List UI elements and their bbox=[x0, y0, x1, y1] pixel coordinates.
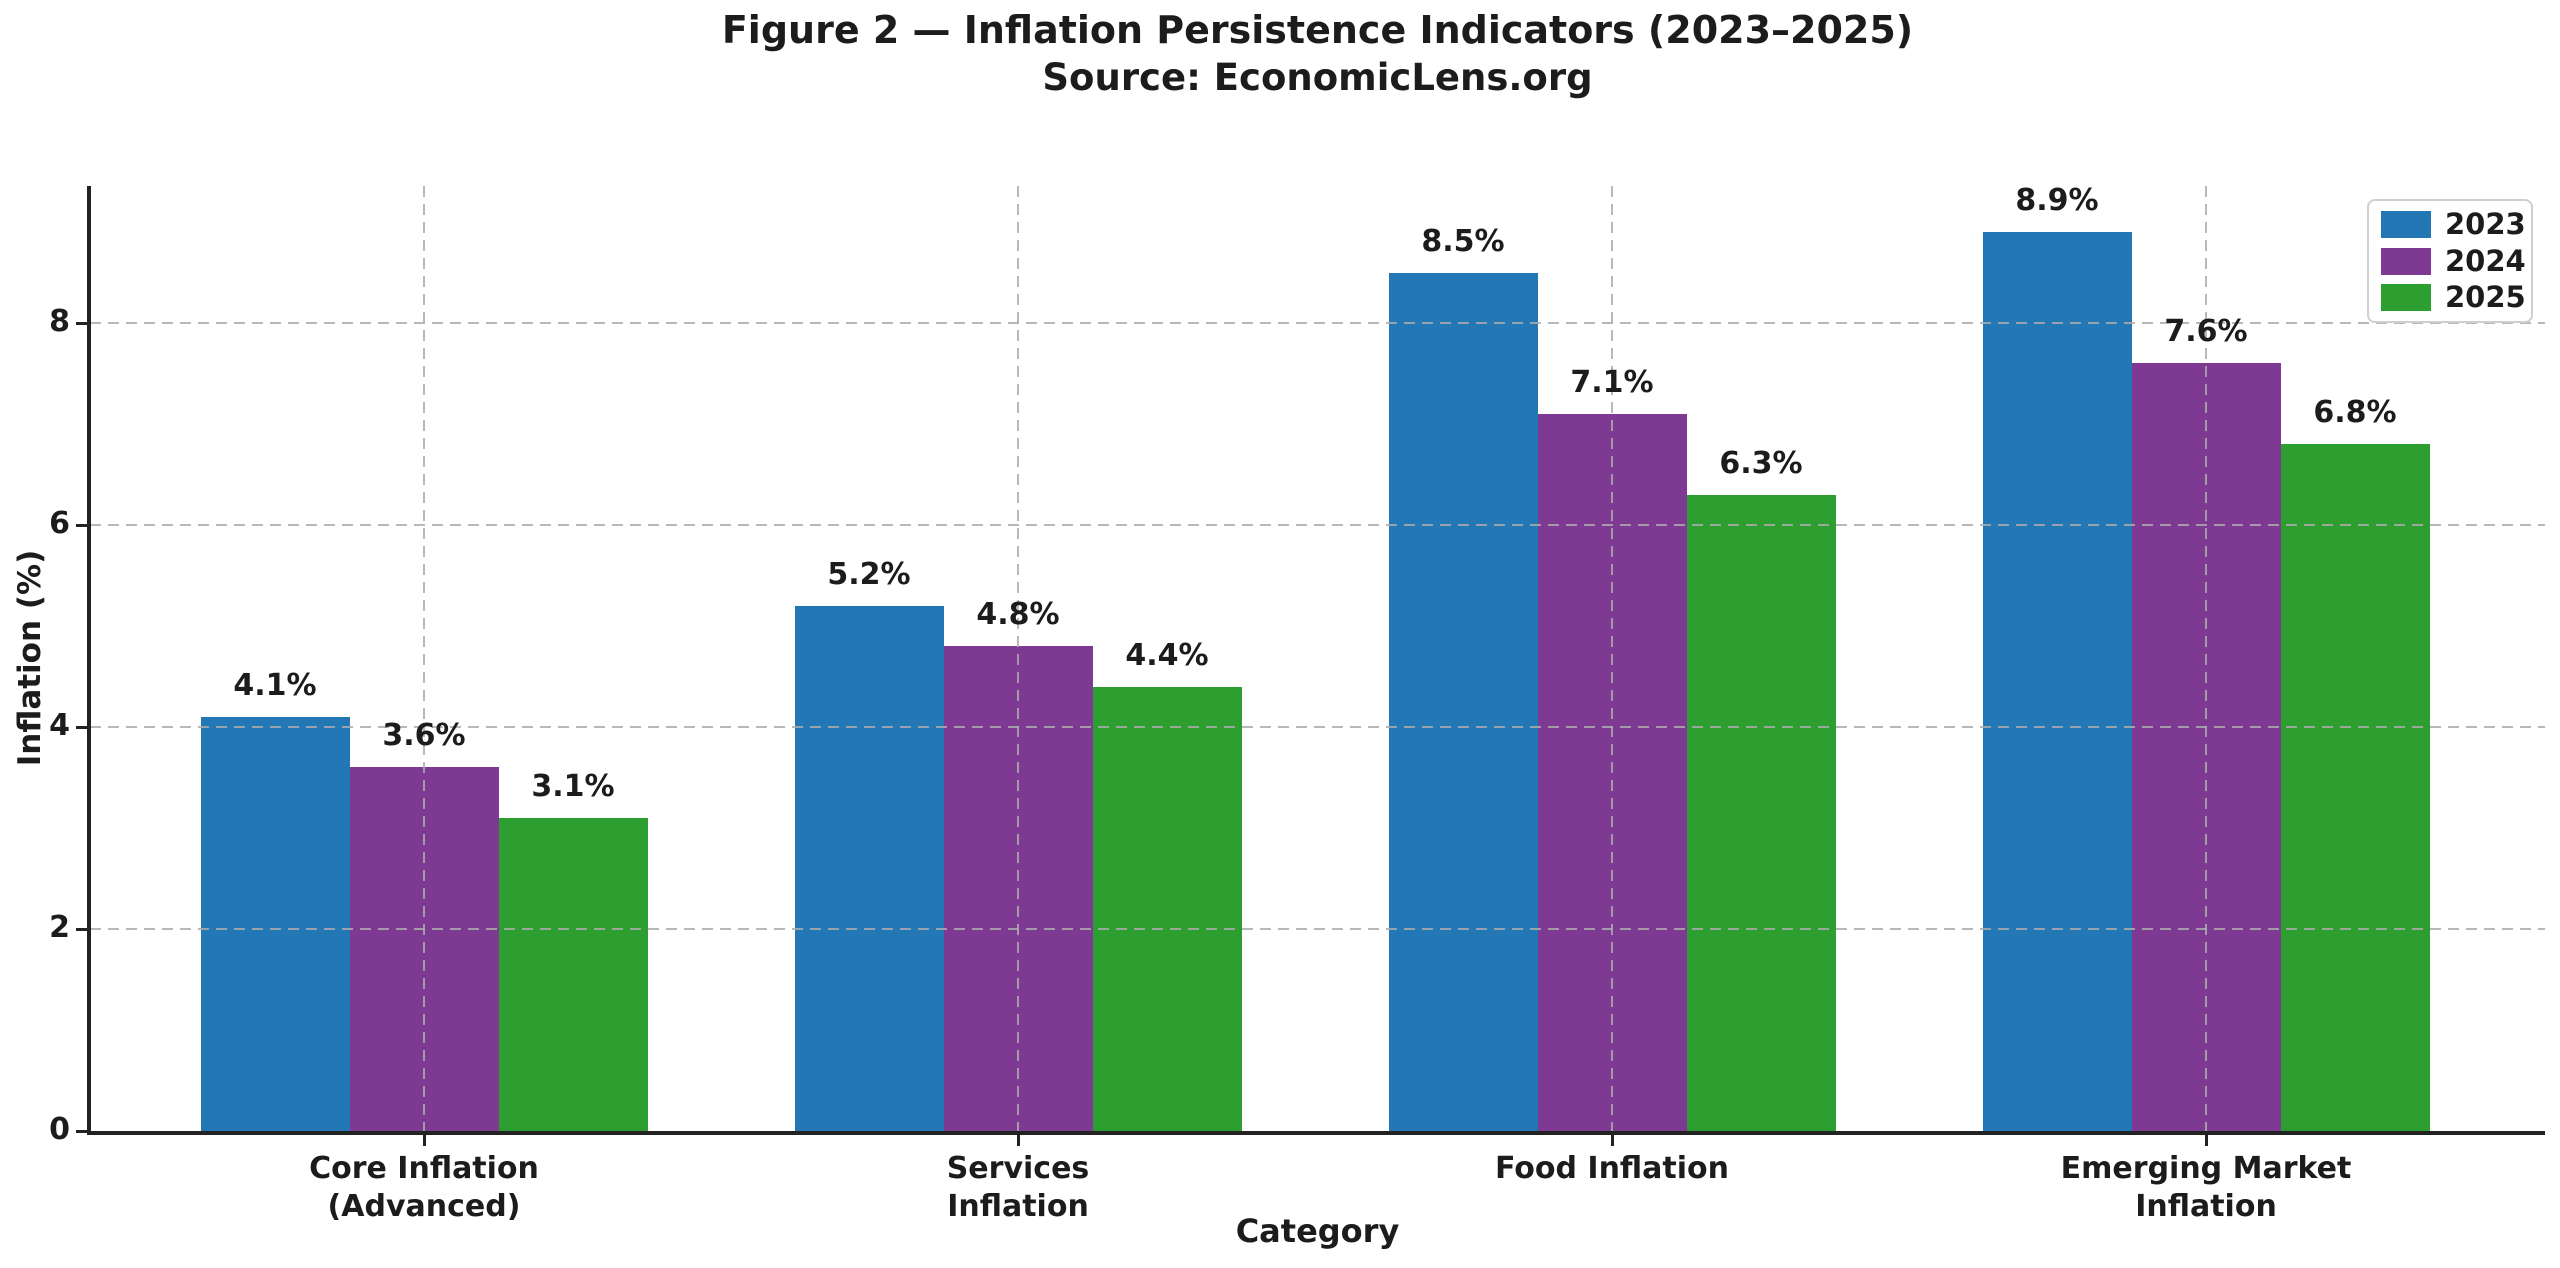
gridline-x-3 bbox=[2205, 186, 2207, 1131]
legend-swatch-2024 bbox=[2381, 247, 2431, 275]
bar-2025-category-3 bbox=[2280, 444, 2430, 1131]
legend-row-2024: 2024 bbox=[2381, 246, 2526, 276]
bar-2025-category-1 bbox=[1092, 686, 1242, 1131]
legend: 2023 2024 2025 bbox=[2367, 199, 2533, 323]
x-tick-2 bbox=[1610, 1135, 1614, 1146]
value-label-2025-category-2: 6.3% bbox=[1719, 445, 1803, 481]
gridline-x-1 bbox=[1017, 186, 1019, 1131]
category-label-line: Inflation bbox=[947, 1189, 1089, 1224]
category-label-2: Food Inflation bbox=[1392, 1150, 1832, 1188]
category-label-1: Services Inflation bbox=[798, 1150, 1238, 1226]
value-label-2023-category-3: 8.9% bbox=[2015, 183, 2099, 219]
legend-label-2025: 2025 bbox=[2445, 280, 2526, 314]
y-tick-0 bbox=[76, 1129, 88, 1133]
legend-swatch-2025 bbox=[2381, 284, 2431, 311]
legend-label-2023: 2023 bbox=[2445, 207, 2526, 241]
category-label-3: Emerging Market Inflation bbox=[1986, 1150, 2426, 1226]
y-axis-spine bbox=[87, 186, 91, 1135]
bar-2023-category-2 bbox=[1388, 272, 1538, 1131]
value-label-2023-category-2: 8.5% bbox=[1421, 223, 1505, 259]
value-label-2023-category-1: 5.2% bbox=[827, 556, 911, 592]
value-label-2024-category-3: 7.6% bbox=[2164, 314, 2248, 350]
x-tick-1 bbox=[1016, 1135, 1020, 1146]
chart-title: Figure 2 — Inflation Persistence Indicat… bbox=[721, 8, 1914, 52]
gridline-x-2 bbox=[1611, 186, 1613, 1131]
legend-swatch-2023 bbox=[2381, 211, 2431, 238]
legend-row-2023: 2023 bbox=[2381, 210, 2526, 239]
category-label-line: Inflation bbox=[2135, 1189, 2277, 1224]
gridline-y-6 bbox=[90, 524, 2545, 526]
y-tick-6 bbox=[76, 523, 88, 527]
bar-2023-category-1 bbox=[794, 605, 944, 1131]
x-tick-0 bbox=[422, 1135, 426, 1146]
category-label-line: Emerging Market bbox=[2060, 1151, 2352, 1186]
bar-2023-category-0 bbox=[200, 716, 350, 1131]
value-label-2024-category-0: 3.6% bbox=[382, 718, 466, 754]
category-label-line: Food Inflation bbox=[1494, 1151, 1729, 1186]
y-tick-2 bbox=[76, 927, 88, 931]
value-label-2025-category-1: 4.4% bbox=[1125, 637, 1209, 673]
x-axis-title: Category bbox=[1235, 1212, 1400, 1250]
chart-subtitle: Source: EconomicLens.org bbox=[1042, 56, 1593, 99]
category-label-line: Services bbox=[946, 1151, 1090, 1186]
category-label-line: Core Inflation bbox=[309, 1151, 539, 1186]
bar-2023-category-3 bbox=[1982, 232, 2132, 1131]
x-tick-3 bbox=[2204, 1135, 2208, 1146]
gridline-y-2 bbox=[90, 928, 2545, 930]
x-axis-spine bbox=[87, 1131, 2545, 1135]
y-tick-8 bbox=[76, 321, 88, 325]
value-label-2025-category-3: 6.8% bbox=[2313, 395, 2397, 431]
gridline-y-4 bbox=[90, 726, 2545, 728]
y-tick-label-6: 6 bbox=[49, 506, 70, 541]
category-label-line: (Advanced) bbox=[327, 1189, 521, 1224]
y-tick-label-4: 4 bbox=[49, 708, 70, 743]
legend-row-2025: 2025 bbox=[2381, 283, 2526, 312]
gridline-x-0 bbox=[423, 186, 425, 1131]
value-label-2024-category-1: 4.8% bbox=[976, 597, 1060, 633]
value-label-2024-category-2: 7.1% bbox=[1570, 364, 1654, 400]
category-label-0: Core Inflation (Advanced) bbox=[204, 1150, 644, 1226]
value-label-2025-category-0: 3.1% bbox=[531, 768, 615, 804]
value-label-2023-category-0: 4.1% bbox=[233, 667, 317, 703]
y-tick-label-8: 8 bbox=[49, 304, 70, 339]
y-tick-4 bbox=[76, 725, 88, 729]
bar-2025-category-0 bbox=[498, 817, 648, 1131]
y-tick-label-2: 2 bbox=[49, 910, 70, 945]
y-tick-label-0: 0 bbox=[49, 1112, 70, 1147]
legend-label-2024: 2024 bbox=[2445, 243, 2526, 278]
bar-2025-category-2 bbox=[1686, 494, 1836, 1131]
gridline-y-8 bbox=[90, 322, 2545, 324]
